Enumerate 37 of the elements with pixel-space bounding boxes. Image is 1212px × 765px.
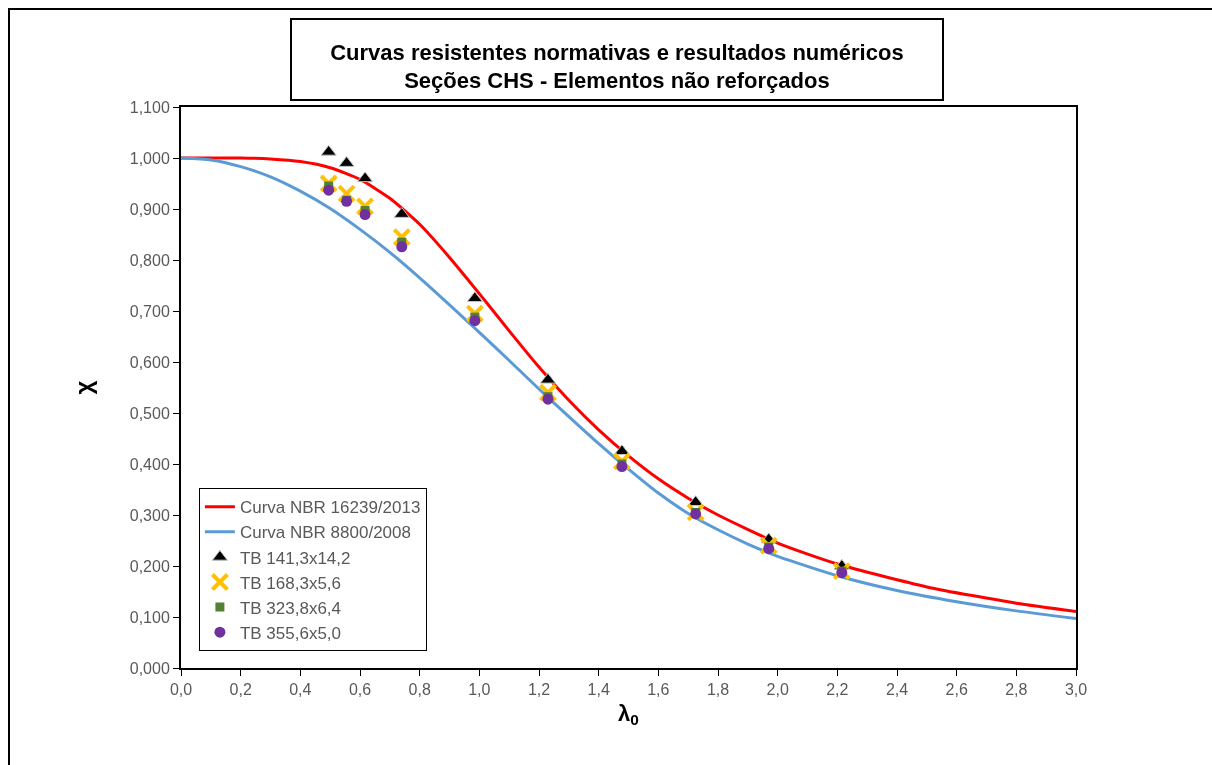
legend-label: Curva NBR 16239/2013	[239, 498, 421, 518]
x-tick-label: 0,2	[229, 681, 252, 699]
x-tick-label: 2,8	[1005, 681, 1028, 699]
y-tick-label: 0,000	[129, 659, 170, 677]
x-tick-label: 2,2	[826, 681, 849, 699]
legend-label: TB 323,8x6,4	[239, 598, 342, 618]
x-tick-label: 0,4	[289, 681, 312, 699]
y-tick-label: 1,000	[129, 149, 170, 167]
x-axis-title: λ$_{0}$	[618, 700, 639, 729]
legend-label: TB 141,3x14,2	[239, 548, 351, 568]
x-tick-label: 1,4	[587, 681, 610, 699]
y-tick-label: 0,300	[129, 506, 170, 524]
x-tick-label: 0,6	[348, 681, 372, 699]
y-tick-label: 0,400	[129, 455, 170, 473]
x-tick-label: 2,4	[885, 681, 909, 699]
legend-label: TB 168,3x5,6	[239, 573, 342, 593]
y-tick-label: 1,100	[129, 98, 170, 116]
y-tick-label: 0,600	[129, 353, 170, 371]
legend-label: Curva NBR 8800/2008	[239, 523, 411, 543]
chart-title: Curvas resistentes normativas e resultados numéricos Seções CHS - Elementos não reforçados	[330, 39, 904, 94]
legend-label: TB 355,6x5,0	[239, 623, 342, 643]
y-tick-label: 0,800	[129, 251, 170, 269]
x-tick-label: 1,8	[706, 681, 730, 699]
x-tick-label: 1,2	[527, 681, 551, 699]
x-tick-label: 1,0	[468, 681, 491, 699]
x-tick-label: 2,6	[945, 681, 968, 699]
x-tick-label: 2,0	[766, 681, 789, 699]
y-tick-label: 0,900	[129, 200, 170, 218]
x-tick-label: 3,0	[1064, 681, 1088, 699]
x-tick-label: 0,0	[169, 681, 193, 699]
x-tick-label: 0,8	[408, 681, 431, 699]
x-tick-label: 1,6	[647, 681, 670, 699]
y-tick-label: 0,700	[129, 302, 170, 320]
y-tick-label: 0,500	[129, 404, 170, 422]
y-tick-label: 0,100	[129, 608, 170, 626]
y-tick-label: 0,200	[129, 557, 170, 575]
y-axis-title: χ	[70, 380, 98, 395]
